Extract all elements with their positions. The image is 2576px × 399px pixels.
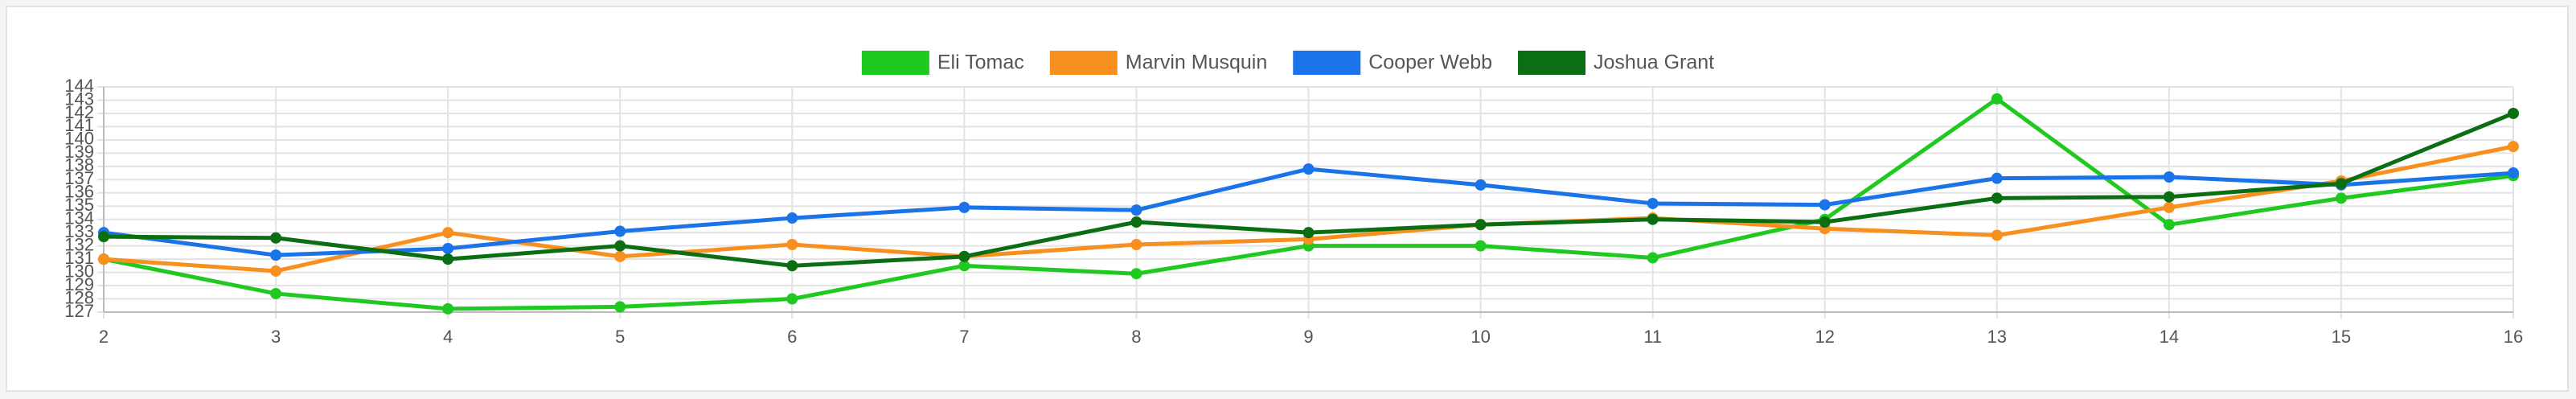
x-tick-label: 11 [1643, 327, 1662, 347]
data-point [270, 265, 282, 277]
data-point [958, 250, 970, 262]
data-point [2163, 219, 2175, 231]
data-point [1130, 204, 1142, 216]
legend: Eli Tomac Marvin Musquin Cooper Webb Joshua… [861, 51, 1714, 75]
data-point [270, 249, 282, 261]
y-tick-label: 141 [64, 115, 94, 135]
x-tick-label: 4 [443, 327, 453, 347]
data-point [786, 239, 798, 250]
y-tick-label: 131 [64, 248, 94, 268]
data-point [1991, 229, 2003, 241]
data-point [2508, 167, 2519, 179]
data-point [786, 293, 798, 305]
legend-swatch [1518, 51, 1586, 75]
y-tick-label: 136 [64, 182, 94, 202]
legend-item: Joshua Grant [1518, 51, 1714, 75]
data-point [614, 225, 626, 237]
data-point [1302, 163, 1315, 175]
data-point [442, 302, 454, 315]
x-tick-label: 3 [271, 327, 281, 347]
legend-label: Cooper Webb [1368, 51, 1492, 74]
data-point [98, 231, 109, 243]
data-point [270, 232, 282, 244]
legend-item: Cooper Webb [1293, 51, 1492, 75]
y-tick-label: 138 [64, 155, 94, 175]
data-point [1475, 240, 1487, 252]
data-point [1819, 216, 1831, 228]
data-point [442, 253, 454, 265]
data-point [1130, 216, 1142, 228]
y-tick-label: 133 [64, 221, 94, 241]
x-tick-label: 13 [1987, 327, 2007, 347]
x-tick-label: 8 [1131, 327, 1141, 347]
y-tick-label: 143 [64, 88, 94, 109]
y-tick-label: 135 [64, 195, 94, 215]
legend-swatch [861, 51, 929, 75]
legend-swatch [1049, 51, 1118, 75]
data-point [2163, 191, 2175, 203]
x-tick-label: 6 [787, 327, 797, 347]
legend-label: Joshua Grant [1594, 51, 1714, 74]
legend-item: Marvin Musquin [1049, 51, 1267, 75]
data-point [1130, 268, 1142, 280]
x-tick-label: 12 [1815, 327, 1834, 347]
data-point [1647, 197, 1659, 209]
y-tick-label: 137 [64, 168, 94, 188]
data-point [1647, 213, 1659, 225]
data-point [270, 287, 282, 299]
chart-panel [6, 6, 2569, 392]
legend-swatch [1293, 51, 1361, 75]
data-point [786, 260, 798, 272]
data-point [614, 240, 626, 252]
data-point [614, 250, 626, 262]
y-tick-label: 142 [64, 102, 94, 122]
data-point [442, 242, 454, 254]
y-tick-label: 140 [64, 129, 94, 149]
x-tick-label: 9 [1303, 327, 1313, 347]
data-point [1647, 252, 1659, 264]
data-point [1991, 172, 2003, 184]
x-tick-label: 16 [2504, 327, 2523, 347]
lines [98, 93, 2519, 315]
x-tick-label: 5 [615, 327, 625, 347]
x-tick-label: 14 [2160, 327, 2179, 347]
data-point [2335, 192, 2347, 204]
data-point [2163, 201, 2175, 213]
data-point [2335, 178, 2347, 190]
x-tick-label: 15 [2332, 327, 2351, 347]
x-tick-label: 10 [1471, 327, 1490, 347]
y-tick-label: 127 [64, 301, 94, 321]
data-point [614, 301, 626, 313]
legend-label: Eli Tomac [937, 51, 1024, 74]
y-tick-label: 129 [64, 274, 94, 294]
data-point [2163, 171, 2175, 183]
data-point [1991, 93, 2003, 105]
y-tick-label: 130 [64, 261, 94, 281]
data-point [1130, 239, 1142, 250]
data-point [1475, 179, 1487, 191]
data-point [2508, 107, 2519, 119]
data-point [1302, 227, 1315, 239]
y-tick-label: 128 [64, 287, 94, 307]
x-tick-label: 2 [99, 327, 109, 347]
data-point [442, 227, 454, 239]
y-tick-label: 134 [64, 208, 94, 228]
x-tick-label: 7 [959, 327, 969, 347]
y-tick-label: 144 [64, 76, 94, 96]
legend-label: Marvin Musquin [1126, 51, 1267, 74]
data-point [1819, 199, 1831, 211]
data-point [1475, 219, 1487, 231]
data-point [1991, 192, 2003, 204]
data-point [958, 260, 970, 272]
data-point [2508, 141, 2519, 153]
data-point [958, 201, 970, 213]
data-point [786, 212, 798, 224]
y-tick-label: 139 [64, 142, 94, 162]
data-point [98, 253, 109, 265]
legend-item: Eli Tomac [861, 51, 1024, 75]
y-tick-label: 132 [64, 234, 94, 254]
